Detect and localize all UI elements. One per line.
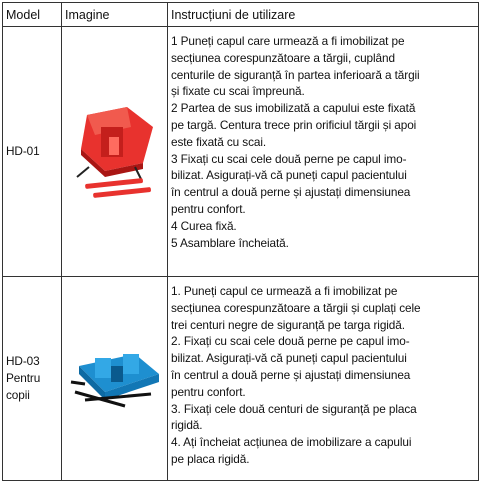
image-cell (61, 276, 168, 481)
text-line: 4. Ați încheiat acțiunea de imobilizare … (171, 435, 412, 450)
text-line: secțiunea corespunzătoare a tărgii, cupl… (171, 50, 395, 65)
text-line: 1. Puneți capul ce urmează a fi imobiliz… (171, 284, 398, 298)
text-line: HD-01 (6, 144, 40, 159)
text-line: copii (6, 387, 30, 402)
header-cell: Model (2, 2, 62, 27)
text-line: HD-03 (6, 354, 40, 369)
instructions-cell: 1 Puneți capul care urmează a fi imobili… (167, 26, 479, 277)
text-line: bilizat. Asigurați-vă că puneți capul pa… (171, 168, 407, 183)
text-line: 2. Fixați cu scai cele două perne pe cap… (171, 334, 410, 349)
text-line: rigidă. (171, 418, 203, 433)
text-line: în centrul a două perne și ajustați dime… (171, 185, 411, 200)
product-image (70, 353, 159, 407)
text-line: 5 Asamblare încheiată. (171, 235, 289, 250)
header-cell: Imagine (61, 2, 168, 27)
text-line: 3. Fixați cele două centuri de siguranță… (171, 401, 417, 416)
text-line: este fixată cu scai. (171, 134, 267, 149)
model-cell: HD-03 Pentru copii (2, 276, 62, 481)
text-line: secțiunea corespunzătoare a tărgii și cu… (171, 300, 421, 315)
text-line: centurile de siguranță în partea inferio… (171, 67, 420, 82)
text-line: în centrul a două perne și ajustați dime… (171, 367, 411, 382)
text-line: 4 Curea fixă. (171, 218, 237, 233)
text-line: pe targă. Centura trece prin orificiul t… (171, 117, 417, 132)
table-row: HD-03 Pentru copii 1. Puneți capul ce urme… (2, 276, 479, 481)
header-cell: Instrucțiuni de utilizare (167, 2, 479, 27)
text-line: 2 Partea de sus imobilizată a capului es… (171, 101, 416, 116)
text-line: trei centuri negre de siguranță pe targa… (171, 317, 405, 332)
image-cell (61, 26, 168, 277)
model-cell: HD-01 (2, 26, 62, 277)
text-line: pe placa rigidă. (171, 451, 250, 466)
text-line: pentru confort. (171, 201, 246, 216)
table-row: HD-01 1 Puneți capul care urmează a fi i… (2, 26, 479, 277)
text-line: Pentru (6, 371, 41, 386)
text-line: și fixate cu scai împreună. (171, 84, 305, 99)
text-line: bilizat. Asigurați-vă că puneți capul pa… (171, 351, 407, 366)
header-row: Model Imagine Instrucțiuni de utilizare (2, 2, 479, 27)
text-line: pentru confort. (171, 384, 246, 399)
product-image (75, 106, 153, 198)
text-line: 1 Puneți capul care urmează a fi imobili… (171, 34, 405, 48)
instructions-cell: 1. Puneți capul ce urmează a fi imobiliz… (167, 276, 479, 481)
text-line: 3 Fixați cu scai cele două perne pe capu… (171, 151, 407, 166)
